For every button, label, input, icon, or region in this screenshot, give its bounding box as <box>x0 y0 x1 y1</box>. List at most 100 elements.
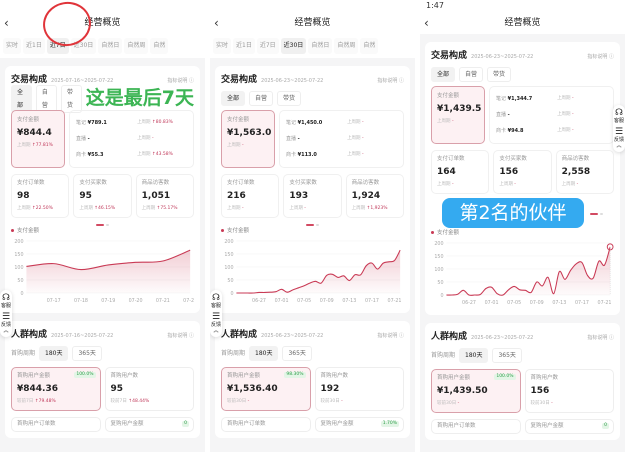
period-0[interactable]: 180天 <box>459 348 489 363</box>
filter-0[interactable]: 全部 <box>221 91 246 106</box>
tab-3[interactable]: 近30日 <box>280 38 307 54</box>
collapse-chevron-icon[interactable]: ︽ <box>3 328 9 334</box>
chart-legend: 支付金额 <box>221 228 404 235</box>
stat-card[interactable]: 支付买家数 95 上周期 ↑46.15% <box>73 174 132 218</box>
filter-2[interactable]: 带货 <box>60 84 82 113</box>
main-metric-card[interactable]: 支付金额 ¥1,439.5 上周期 - <box>431 86 485 144</box>
crowd-card[interactable]: 复购用户金额 0 <box>524 419 614 434</box>
pager-dots[interactable] <box>221 222 404 226</box>
crowd-row: 首购用户金额 98.30% ¥1,536.40 较前30日 - 首购用户数 192 较前30… <box>221 367 404 411</box>
tab-4[interactable]: 自然日 <box>98 38 123 54</box>
tab-6[interactable]: 自然 <box>150 38 169 54</box>
channel-name: 直播 <box>76 135 87 142</box>
breakdown-row: 笔记 ¥1,450.0 上周期 - <box>286 120 397 127</box>
channel: 直播 - <box>286 136 300 143</box>
period-1[interactable]: 365天 <box>282 346 312 361</box>
y-tick-label: 200 <box>14 239 23 245</box>
filter-1[interactable]: 自营 <box>249 91 274 106</box>
tab-0[interactable]: 实时 <box>213 38 232 54</box>
compare-label: 上周期 <box>289 206 303 211</box>
feedback-button[interactable]: ☰ 反馈 <box>210 312 222 328</box>
metric-help-link[interactable]: 指标说明 ⓘ <box>167 78 194 84</box>
stat-card[interactable]: 商品访客数 1,924 上周期 ↑1,923% <box>345 174 404 218</box>
crowd-label: 首购用户订单数 <box>437 423 476 429</box>
metric-help-link[interactable]: 指标说明 ⓘ <box>167 333 194 339</box>
compare-value: ↑75.17% <box>156 206 178 211</box>
customer-service-button[interactable]: ☊ 客服 <box>210 293 222 309</box>
metric-help-link[interactable]: 指标说明 ⓘ <box>377 78 404 84</box>
metric-help-link[interactable]: 指标说明 ⓘ <box>587 335 614 341</box>
tab-0[interactable]: 实时 <box>3 38 22 54</box>
feedback-button[interactable]: ☰ 反馈 <box>613 127 625 143</box>
crowd-card[interactable]: 首购用户数 156 较前30日 - <box>524 369 614 413</box>
headset-icon: ☊ <box>2 293 10 303</box>
stat-compare: 上周期 - <box>227 206 273 212</box>
tab-1[interactable]: 近1日 <box>233 38 255 54</box>
tab-1[interactable]: 近1日 <box>23 38 45 54</box>
main-metric-card[interactable]: 支付金额 ¥844.4 上周期 ↑77.81% <box>11 110 65 168</box>
stat-card[interactable]: 商品访客数 1,051 上周期 ↑75.17% <box>135 174 194 218</box>
period-0[interactable]: 180天 <box>249 346 279 361</box>
stat-card[interactable]: 支付订单数 98 上周期 ↑22.50% <box>11 174 70 218</box>
payment-amount-chart[interactable]: 0 50 100 150 200 06-27 07-01 07-05 07-09 07-13 07-… <box>431 239 614 309</box>
crowd-card[interactable]: 首购用户金额 100.0% ¥844.36 较前7日 ↑79.48% <box>11 367 101 411</box>
tab-4[interactable]: 自然日 <box>308 38 333 54</box>
filter-2[interactable]: 带货 <box>487 67 512 82</box>
crowd-card[interactable]: 首购用户数 95 较前7日 ↑48.44% <box>104 367 194 411</box>
payment-amount-chart[interactable]: 0 50 100 150 200 06-27 07-01 07-05 07-09 07-13 07-… <box>221 237 404 307</box>
payment-amount-chart[interactable]: 0 50 100 150 200 07-17 07-18 07-19 07-20 07-21 07-… <box>11 237 194 307</box>
crowd-card[interactable]: 首购用户订单数 <box>221 417 311 432</box>
crowd-value: 156 <box>530 386 550 396</box>
tab-5[interactable]: 自然周 <box>334 38 359 54</box>
stat-card[interactable]: 支付买家数 156 上周期 - <box>493 150 552 194</box>
stat-compare: 上周期 - <box>437 182 483 188</box>
pager-dots[interactable] <box>11 222 194 226</box>
y-tick-label: 200 <box>434 241 443 247</box>
feedback-button[interactable]: ☰ 反馈 <box>0 312 12 328</box>
tab-3[interactable]: 近30日 <box>70 38 97 54</box>
metric-help-link[interactable]: 指标说明 ⓘ <box>587 54 614 60</box>
tab-6[interactable]: 自然 <box>360 38 379 54</box>
stat-card[interactable]: 支付订单数 216 上周期 - <box>221 174 280 218</box>
collapse-chevron-icon[interactable]: ︽ <box>213 328 219 334</box>
filter-1[interactable]: 自营 <box>35 84 57 113</box>
tab-5[interactable]: 自然周 <box>124 38 149 54</box>
back-chevron-icon[interactable]: ‹ <box>4 16 9 30</box>
tab-2[interactable]: 近7日 <box>256 38 279 54</box>
crowd-card[interactable]: 复购用户金额 1.70% <box>314 417 404 432</box>
customer-service-button[interactable]: ☊ 客服 <box>613 108 625 124</box>
crowd-card[interactable]: 首购用户金额 100.0% ¥1,439.50 较前30日 - <box>431 369 521 413</box>
filter-1[interactable]: 自营 <box>459 67 484 82</box>
filter-0[interactable]: 全部 <box>11 84 32 113</box>
stat-label: 支付买家数 <box>499 156 527 162</box>
stat-card[interactable]: 支付买家数 193 上周期 - <box>283 174 342 218</box>
filter-2[interactable]: 带货 <box>277 91 302 106</box>
collapse-chevron-icon[interactable]: ︽ <box>616 143 622 149</box>
period-1[interactable]: 365天 <box>72 346 102 361</box>
crowd-card[interactable]: 首购用户数 192 较前30日 - <box>314 367 404 411</box>
back-chevron-icon[interactable]: ‹ <box>214 16 219 30</box>
pager-dots[interactable]: 第2名的伙伴 <box>431 198 614 228</box>
stat-card[interactable]: 支付订单数 164 上周期 - <box>431 150 490 194</box>
back-chevron-icon[interactable]: ‹ <box>424 16 429 30</box>
period-0[interactable]: 180天 <box>39 346 69 361</box>
stat-card[interactable]: 商品访客数 2,558 上周期 - <box>555 150 614 194</box>
feedback-label: 反馈 <box>0 322 11 328</box>
period-label: 首购周期 <box>11 350 36 357</box>
crowd-card[interactable]: 复购用户金额 0 <box>104 417 194 432</box>
main-metric-card[interactable]: 支付金额 ¥1,563.0 上周期 - <box>221 110 275 168</box>
tab-2[interactable]: 近7日 <box>46 38 69 54</box>
metric-help-link[interactable]: 指标说明 ⓘ <box>377 333 404 339</box>
crowd-label: 首购用户订单数 <box>227 421 266 427</box>
date-range: 2025-07-16~2025-07-22 <box>51 333 114 339</box>
customer-service-button[interactable]: ☊ 客服 <box>0 293 12 309</box>
date-range: 2025-06-23~2025-07-22 <box>261 333 324 339</box>
crowd-card[interactable]: 首购用户订单数 <box>431 419 521 434</box>
crowd-compare: 较前30日 - <box>437 401 515 407</box>
filter-0[interactable]: 全部 <box>431 67 456 82</box>
crowd-card[interactable]: 首购用户金额 98.30% ¥1,536.40 较前30日 - <box>221 367 311 411</box>
crowd-card[interactable]: 首购用户订单数 <box>11 417 101 432</box>
y-tick-label: 150 <box>14 252 23 258</box>
legend-dot <box>11 229 14 232</box>
period-1[interactable]: 365天 <box>492 348 522 363</box>
